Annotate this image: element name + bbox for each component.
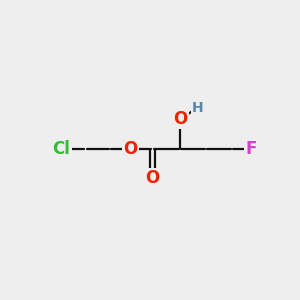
Text: Cl: Cl	[52, 140, 70, 158]
Text: O: O	[124, 140, 138, 158]
Text: F: F	[245, 140, 256, 158]
Text: O: O	[173, 110, 188, 128]
Text: H: H	[192, 100, 203, 115]
Text: O: O	[146, 169, 160, 187]
